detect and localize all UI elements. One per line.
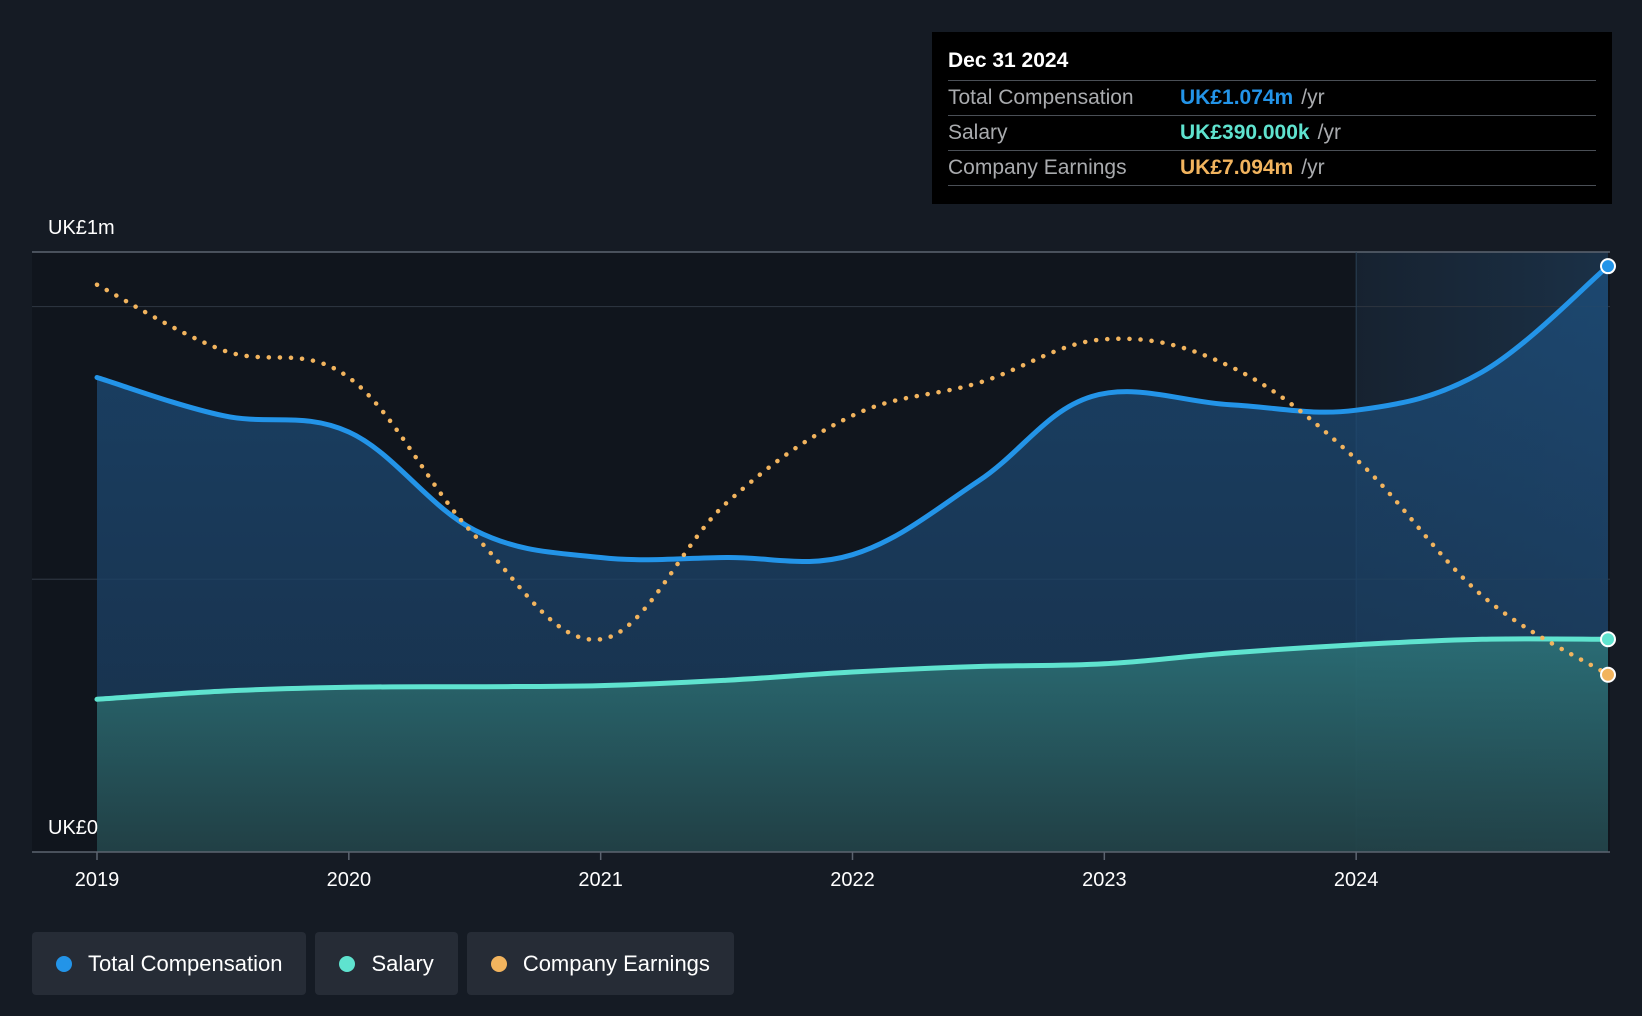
line-company-earnings — [94, 282, 1611, 677]
x-axis: 2019 2020 2021 2022 2023 2024 — [32, 851, 1610, 891]
tooltip-value: UK£7.094m — [1180, 156, 1294, 179]
x-tick-label: 2019 — [75, 869, 120, 891]
legend-dot-icon — [490, 955, 507, 972]
x-tick-label: 2024 — [1334, 869, 1379, 891]
tooltip-date: Dec 31 2024 — [948, 49, 1069, 72]
series-lines — [94, 263, 1611, 702]
legend-item-total-compensation[interactable]: Total Compensation — [32, 932, 307, 995]
series-areas — [97, 266, 1608, 852]
tooltip-row-salary: Salary UK£390.000k /yr — [948, 115, 1596, 150]
line-salary — [94, 636, 1611, 702]
tooltip-unit: /yr — [1301, 156, 1325, 179]
tooltip: Dec 31 2024 Total Compensation UK£1.074m… — [932, 32, 1612, 204]
legend-label: Company Earnings — [522, 950, 710, 976]
tooltip-label: Company Earnings — [948, 156, 1127, 179]
x-tick-label: 2023 — [1082, 869, 1127, 891]
tooltip-row-company-earnings: Company Earnings UK£7.094m /yr — [948, 150, 1596, 186]
y-axis-labels: UK£1m UK£0 — [48, 217, 115, 839]
y-axis-label: UK£0 — [48, 817, 98, 839]
legend-item-salary[interactable]: Salary — [315, 932, 458, 995]
legend-label: Total Compensation — [88, 950, 283, 976]
x-tick-label: 2022 — [830, 869, 875, 891]
endpoint-company-earnings — [1600, 666, 1616, 683]
legend-item-company-earnings[interactable]: Company Earnings — [466, 932, 734, 995]
x-tick-label: 2020 — [327, 869, 372, 891]
series-endpoints — [1600, 258, 1616, 683]
legend-label: Salary — [371, 950, 434, 976]
legend: Total Compensation Salary Company Earnin… — [32, 932, 734, 995]
tooltip-label: Salary — [948, 121, 1008, 144]
endpoint-salary — [1600, 631, 1616, 648]
tooltip-unit: /yr — [1317, 121, 1341, 144]
x-tick-label: 2021 — [578, 869, 623, 891]
line-total-compensation — [94, 263, 1611, 564]
legend-dot-icon — [56, 955, 72, 972]
tooltip-value: UK£1.074m — [1180, 86, 1294, 109]
tooltip-value: UK£390.000k — [1180, 121, 1310, 144]
legend-dot-icon — [339, 955, 356, 972]
tooltip-row-total-compensation: Total Compensation UK£1.074m /yr — [948, 80, 1596, 115]
endpoint-total-compensation — [1600, 258, 1616, 275]
area-salary — [97, 638, 1608, 852]
y-axis-label: UK£1m — [48, 217, 115, 239]
tooltip-label: Total Compensation — [948, 86, 1134, 109]
tooltip-unit: /yr — [1301, 86, 1325, 109]
